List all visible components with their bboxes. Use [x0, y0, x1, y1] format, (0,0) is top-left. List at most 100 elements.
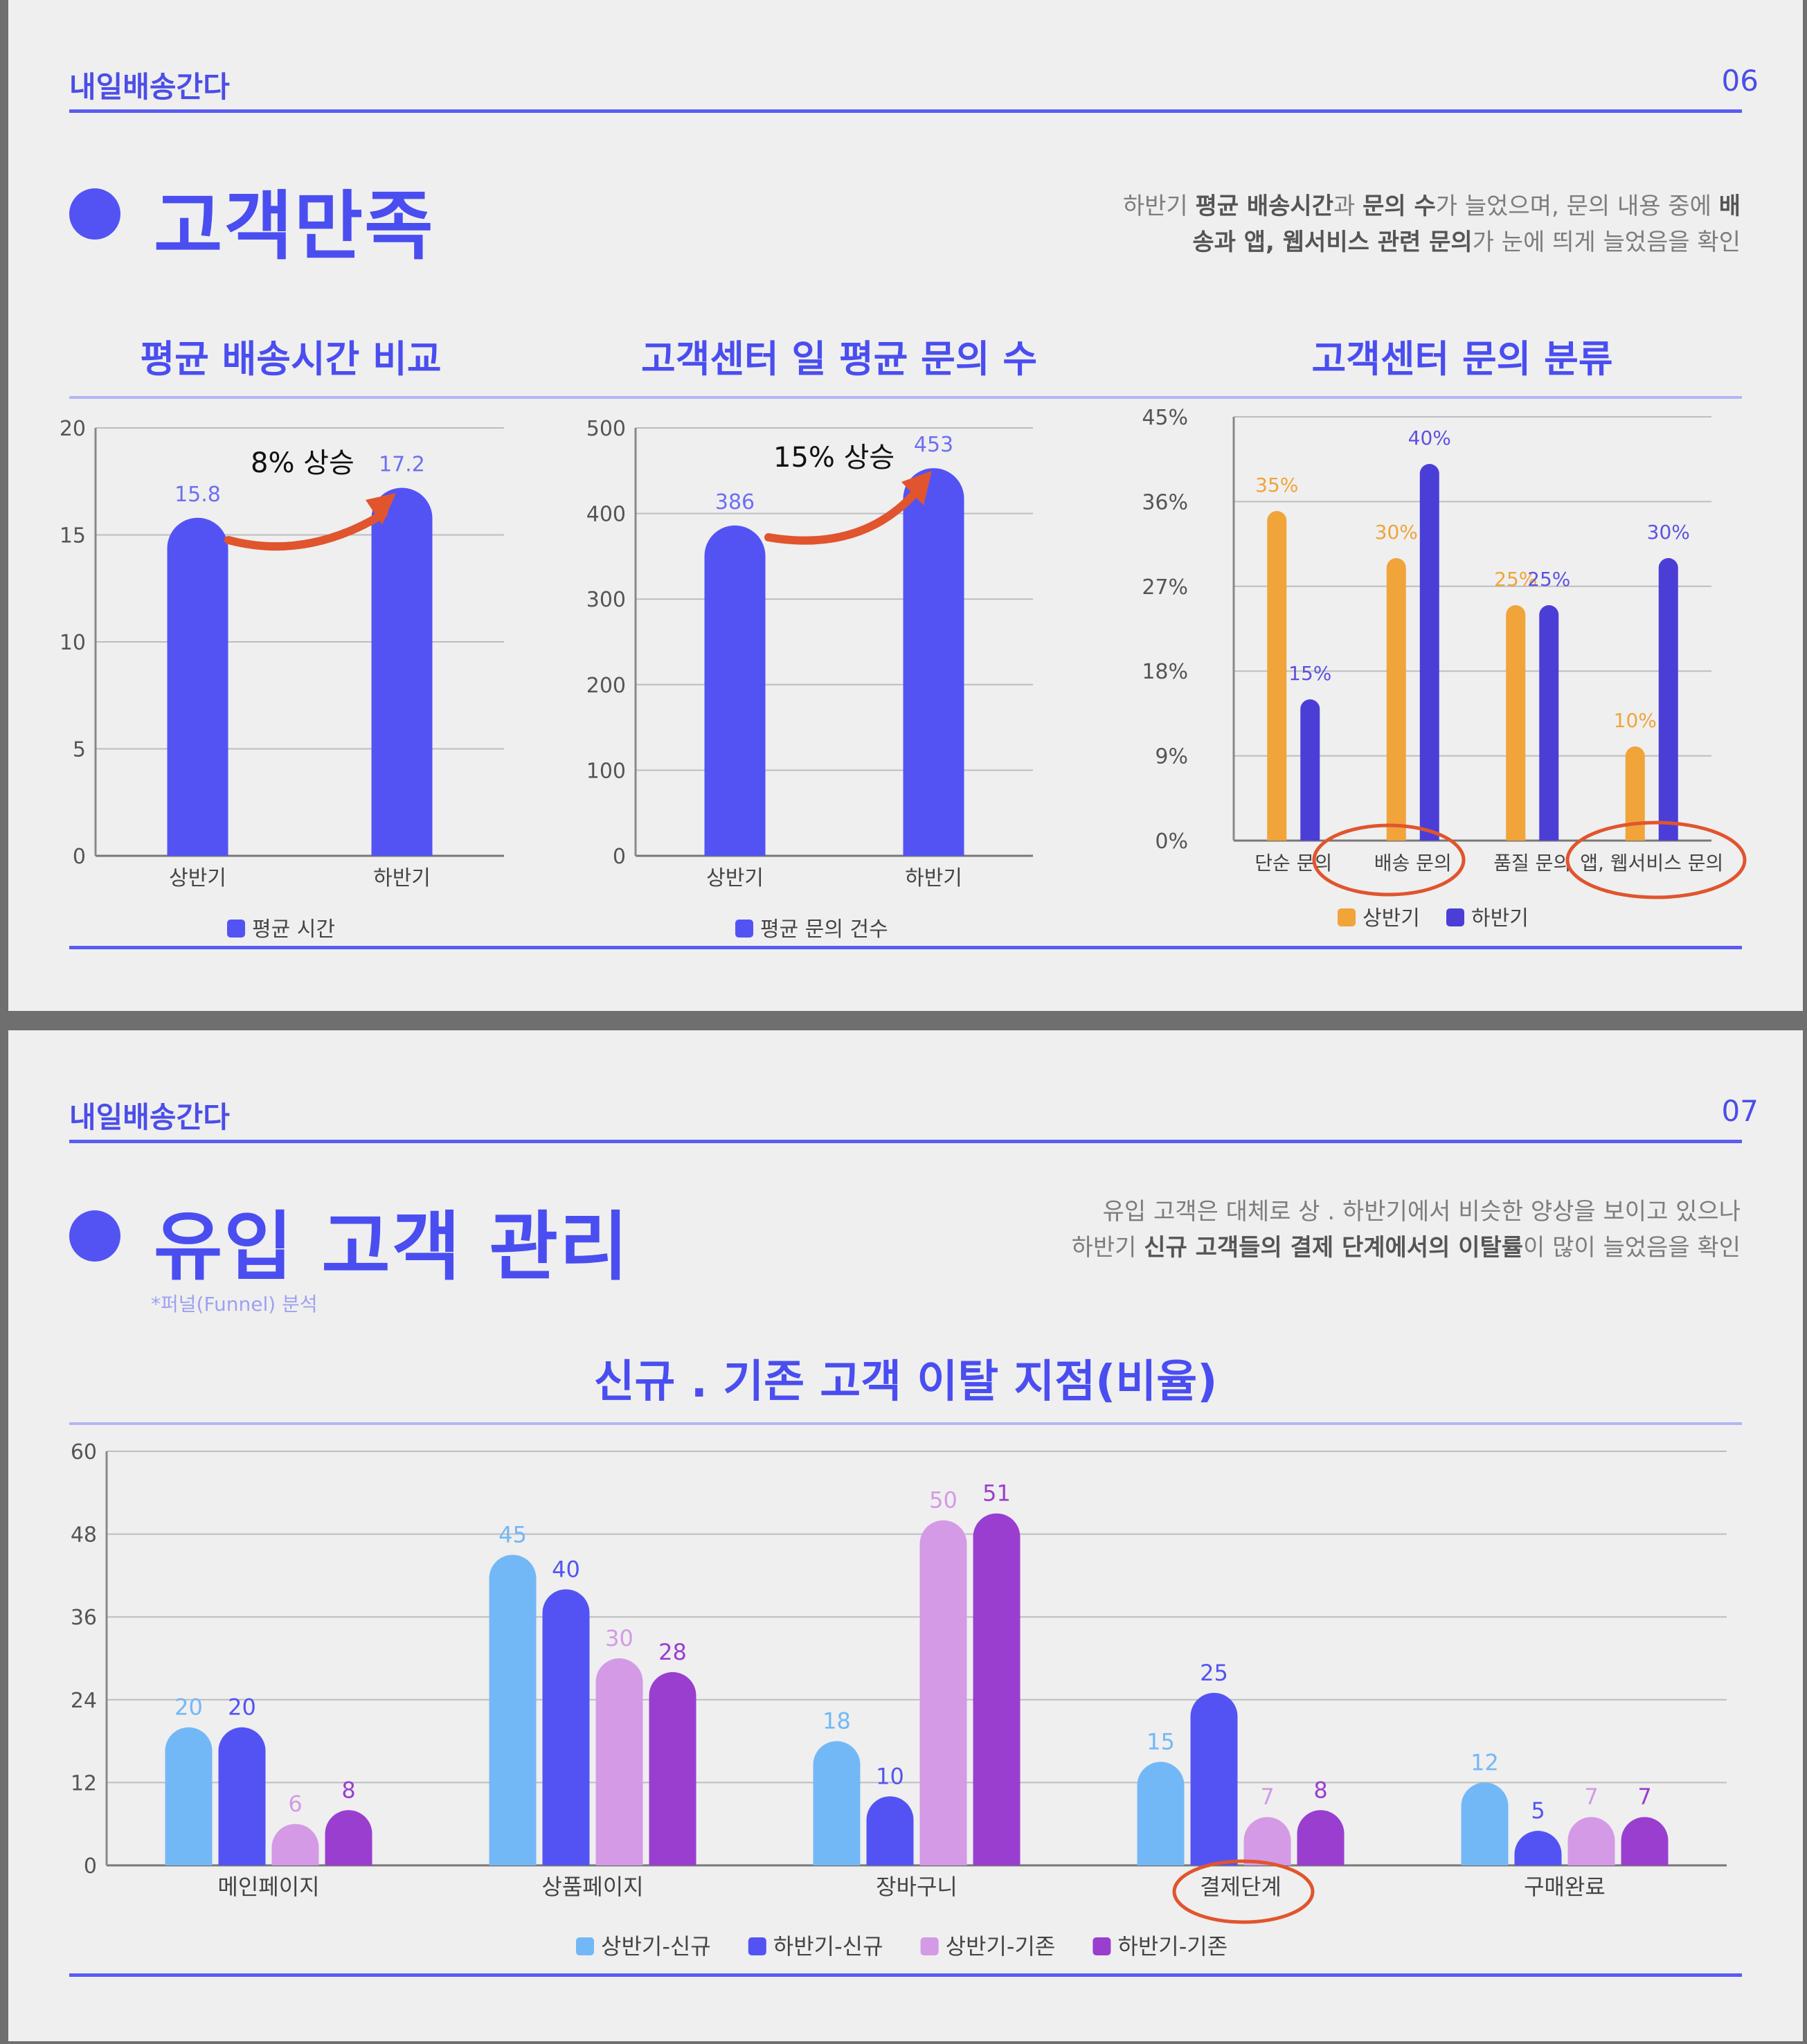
y-tick-label: 0 [613, 845, 626, 869]
description-line-1: 유입 고객은 대체로 상 . 하반기에서 비슷한 양상을 보이고 있으나 [1102, 1198, 1741, 1226]
page-number: 07 [1721, 1094, 1759, 1128]
bar [1506, 605, 1526, 841]
y-tick-label: 12 [71, 1771, 97, 1795]
bar [1267, 511, 1287, 841]
data-label: 12 [1471, 1749, 1499, 1775]
bar [919, 1520, 967, 1865]
bar [1419, 464, 1439, 841]
bar [1514, 1831, 1562, 1865]
data-label: 7 [1584, 1784, 1598, 1810]
bar [1243, 1817, 1291, 1865]
data-label: 8 [1313, 1777, 1327, 1803]
data-label: 30% [1375, 521, 1418, 544]
data-label: 30 [605, 1625, 633, 1651]
bar [371, 487, 433, 856]
x-tick-label: 상반기 [169, 866, 226, 890]
data-label: 30% [1647, 521, 1690, 544]
page-subtitle: *퍼널(Funnel) 분석 [151, 1293, 318, 1316]
legend-label: 상반기 [1363, 906, 1420, 931]
data-label: 7 [1637, 1784, 1651, 1810]
data-label: 28 [658, 1639, 687, 1665]
y-tick-label: 15 [60, 524, 86, 548]
bar [325, 1810, 372, 1865]
legend-swatch [748, 1937, 766, 1955]
y-tick-label: 0 [73, 845, 86, 869]
x-tick-label: 배송 문의 [1374, 852, 1452, 875]
y-tick-label: 5 [73, 738, 86, 762]
bar [1658, 558, 1678, 841]
data-label: 10% [1614, 709, 1657, 732]
slide2-chart: 0 12 24 36 48 60 20 20 6 8 메인페이지 45 40 30 28 상품페이지 18 10 5… [71, 1440, 1727, 1960]
y-tick-label: 45% [1142, 406, 1188, 430]
data-label: 17.2 [379, 453, 425, 477]
bar [866, 1796, 914, 1865]
data-label: 7 [1260, 1784, 1274, 1810]
legend-label: 하반기-신규 [773, 1933, 883, 1960]
x-tick-label: 상품페이지 [541, 1874, 643, 1900]
page-description: 유입 고객은 대체로 상 . 하반기에서 비슷한 양상을 보이고 있으나 하반기… [1072, 1194, 1741, 1266]
data-label: 5 [1531, 1798, 1545, 1824]
x-tick-label: 결제단계 [1200, 1874, 1282, 1900]
y-tick-label: 18% [1142, 660, 1188, 684]
y-tick-label: 20 [60, 417, 86, 441]
description-line-2: 하반기 신규 고객들의 결제 단계에서의 이탈률이 많이 늘었음을 확인 [1071, 1234, 1741, 1262]
data-label: 40% [1408, 427, 1451, 449]
chart-churn-points: 0 12 24 36 48 60 20 20 6 8 메인페이지 45 40 30 28 상품페이지 18 10 5… [71, 1440, 1727, 1960]
bar [704, 525, 766, 856]
bar [1300, 699, 1320, 841]
y-tick-label: 10 [60, 631, 86, 655]
chart1-arrow-icon [224, 510, 388, 551]
bar [1567, 1817, 1615, 1865]
legend-swatch [576, 1937, 594, 1955]
bar [1386, 558, 1406, 841]
y-tick-label: 0 [84, 1854, 97, 1879]
bar [489, 1554, 537, 1865]
header-divider [69, 1140, 1742, 1143]
data-label: 10 [876, 1763, 904, 1789]
data-label: 40 [552, 1556, 580, 1582]
bar [595, 1658, 643, 1865]
chart2-title: 고객센터 일 평균 문의 수 [641, 337, 1037, 381]
highlight-circle-delivery [1312, 823, 1466, 897]
legend-swatch [920, 1937, 939, 1955]
y-tick-label: 24 [71, 1689, 97, 1713]
chart-inquiry-categories: 0% 9% 18% 27% 36% 45% 35% 15% 단순 문의 30% 40% 배송 문의 25… [1142, 406, 1723, 931]
chart3-title: 고객센터 문의 분류 [1311, 337, 1613, 381]
bar [167, 517, 228, 856]
legend-swatch [1446, 908, 1464, 926]
legend-label: 하반기 [1471, 906, 1529, 931]
x-tick-label: 단순 문의 [1255, 852, 1332, 875]
x-tick-label: 품질 문의 [1493, 852, 1571, 875]
legend-label: 평균 시간 [252, 917, 335, 942]
page-description: 하반기 평균 배송시간과 문의 수가 늘었으며, 문의 내용 중에 배 송과 앱… [1123, 188, 1741, 260]
x-tick-label: 앱, 웹서비스 문의 [1580, 852, 1723, 875]
data-label: 20 [228, 1694, 256, 1721]
chart2-annotation: 15% 상승 [773, 442, 894, 474]
legend-label: 상반기-기존 [946, 1933, 1056, 1960]
legend-swatch [735, 920, 753, 938]
x-tick-label: 상반기 [706, 866, 764, 890]
bar [1190, 1692, 1238, 1865]
y-tick-label: 400 [586, 503, 626, 527]
legend-label: 상반기-신규 [601, 1933, 711, 1960]
data-label: 6 [288, 1791, 302, 1817]
data-label: 25% [1527, 568, 1570, 591]
bar [1137, 1761, 1185, 1865]
legend-swatch [1338, 908, 1356, 926]
x-tick-label: 메인페이지 [217, 1874, 319, 1900]
brand-name: 내일배송간다 [69, 1100, 230, 1134]
data-label: 50 [929, 1487, 958, 1514]
chart-title: 신규 . 기존 고객 이탈 지점(비율) [593, 1356, 1218, 1408]
legend-label: 평균 문의 건수 [760, 917, 888, 942]
highlight-circle-payment [1172, 1859, 1315, 1924]
data-label: 15 [1147, 1729, 1175, 1755]
data-label: 45 [498, 1522, 527, 1548]
data-label: 35% [1255, 474, 1298, 496]
y-tick-label: 0% [1155, 830, 1188, 854]
data-label: 18 [822, 1708, 851, 1734]
page-title: 유입 고객 관리 [154, 1204, 630, 1291]
y-tick-label: 100 [586, 759, 626, 783]
y-tick-label: 9% [1155, 745, 1188, 769]
